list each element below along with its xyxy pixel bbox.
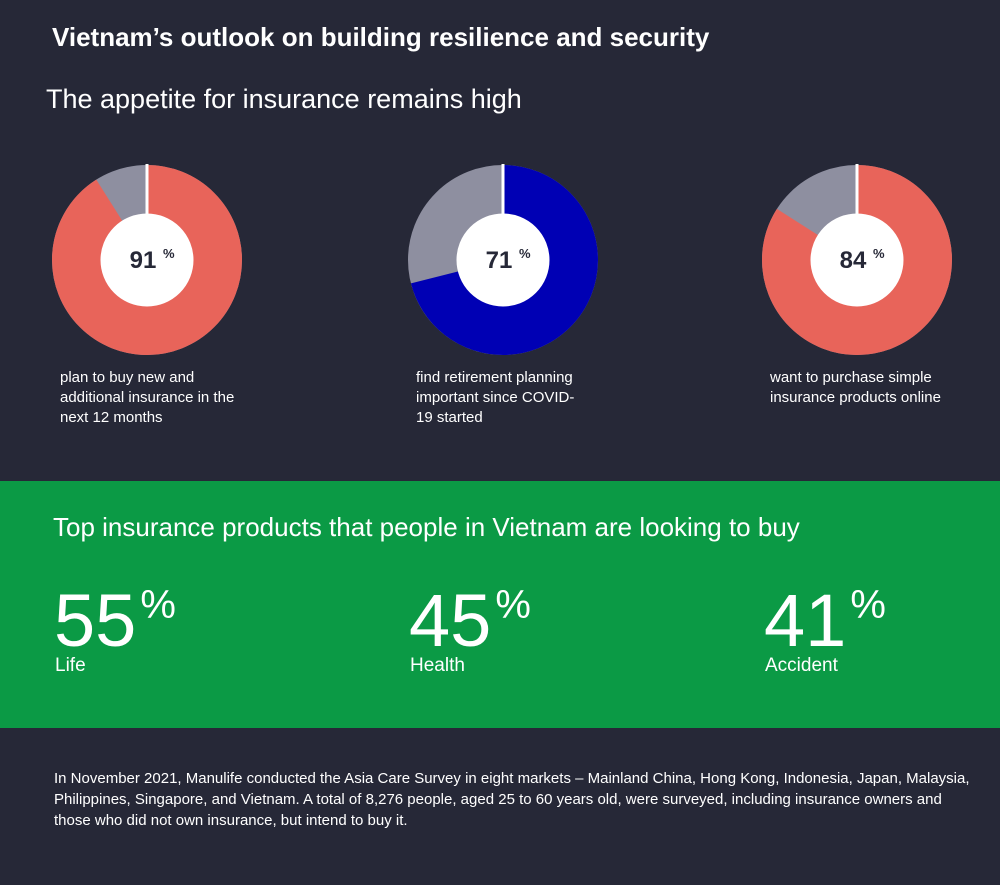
separator (501, 164, 505, 216)
separator (855, 164, 859, 216)
value-unit: % (495, 583, 531, 627)
donut-unit: % (873, 246, 885, 261)
product-name: Health (410, 655, 465, 676)
donut-value: 71 (486, 247, 513, 274)
donut-unit: % (163, 246, 175, 261)
value-number: 45 (409, 579, 492, 662)
product-value: 41% (764, 578, 886, 663)
donut-value: 84 (840, 247, 867, 274)
product-name: Life (55, 655, 86, 676)
products-title: Top insurance products that people in Vi… (53, 512, 800, 542)
product-value: 55% (54, 578, 176, 663)
donut-label: want to purchase simple insurance produc… (770, 369, 941, 406)
subtitle: The appetite for insurance remains high (46, 84, 522, 114)
footnote: In November 2021, Manulife conducted the… (54, 770, 970, 829)
donut-charts: 91% 71% 84% (52, 164, 952, 355)
donut-value: 91 (130, 247, 157, 274)
title: Vietnam’s outlook on building resilience… (52, 22, 710, 52)
donut-label: plan to buy new and additional insurance… (60, 369, 235, 426)
product-value: 45% (409, 578, 531, 663)
products-panel (0, 481, 1000, 728)
separator (145, 164, 149, 216)
value-unit: % (140, 583, 176, 627)
value-unit: % (850, 583, 886, 627)
donut-unit: % (519, 246, 531, 261)
product-name: Accident (765, 655, 838, 676)
value-number: 55 (54, 579, 137, 662)
donut-label: find retirement planning important since… (416, 369, 575, 426)
value-number: 41 (764, 579, 847, 662)
